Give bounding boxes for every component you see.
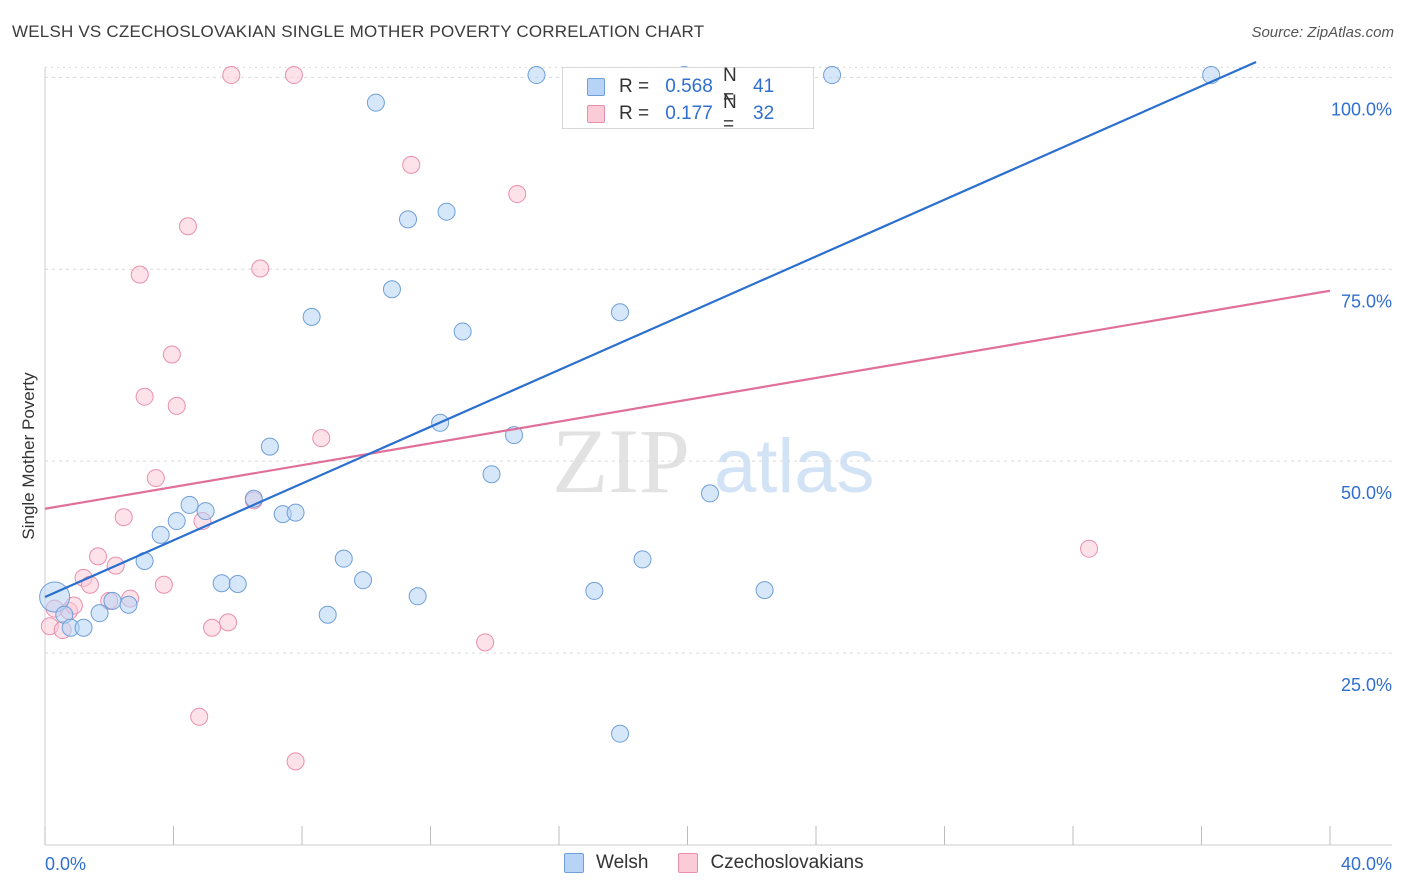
r-label: R = (619, 103, 650, 124)
watermark: ZIP atlas (552, 410, 875, 512)
welsh-point (527, 66, 546, 85)
welsh-trend-line (44, 60, 1257, 599)
series-legend: Welsh Czechoslovakians (564, 852, 894, 874)
czech-point (89, 547, 108, 566)
y-tick-label: 50.0% (1341, 483, 1392, 503)
trend-lines (44, 60, 1331, 599)
welsh-point (119, 595, 138, 614)
legend-row-czech: R = 0.177 N = 32 (587, 92, 775, 135)
czech-point (167, 396, 186, 415)
watermark-atlas: atlas (714, 424, 875, 509)
welsh-point (453, 322, 472, 341)
r-value-czech: 0.177 (665, 103, 713, 124)
welsh-point (180, 495, 199, 514)
chart-title: WELSH VS CZECHOSLOVAKIAN SINGLE MOTHER P… (12, 22, 705, 41)
welsh-point (151, 525, 170, 544)
czech-point (312, 429, 331, 448)
y-tick-label: 25.0% (1341, 675, 1392, 695)
y-tick-label: 100.0% (1331, 99, 1392, 119)
n-label: N = (723, 92, 737, 135)
legend-item-welsh[interactable]: Welsh (564, 852, 648, 874)
r-value-welsh: 0.568 (665, 76, 713, 97)
welsh-point (167, 512, 186, 531)
welsh-point (399, 210, 418, 229)
welsh-point (228, 575, 247, 593)
welsh-point (700, 484, 719, 503)
source-credit: Source: ZipAtlas.com (1251, 24, 1394, 41)
welsh-swatch (587, 78, 605, 96)
r-label: R = (619, 76, 650, 97)
czech-point (284, 66, 303, 85)
welsh-point (286, 503, 305, 522)
czech-point (190, 707, 209, 726)
legend-item-czech[interactable]: Czechoslovakians (678, 852, 864, 874)
czech-point (135, 387, 154, 406)
czech-point (286, 752, 305, 771)
czech-point (130, 265, 149, 284)
czech-point (162, 345, 181, 364)
welsh-point (334, 549, 353, 568)
czech-point (402, 155, 421, 174)
czech-legend-swatch (678, 853, 699, 873)
welsh-point (823, 66, 842, 85)
n-value-czech: 32 (753, 103, 775, 124)
czech-point (146, 469, 165, 488)
czech-point (219, 613, 238, 632)
welsh-point (90, 604, 109, 623)
welsh-point (611, 724, 630, 743)
czech-point (1080, 539, 1099, 558)
czech-legend-label: Czechoslovakians (710, 852, 864, 873)
welsh-point (437, 202, 456, 221)
welsh-point (611, 303, 630, 322)
welsh-point (318, 605, 337, 624)
x-tick-label: 40.0% (1341, 854, 1392, 874)
czech-point (222, 66, 241, 85)
welsh-point (260, 437, 279, 456)
y-tick-label: 75.0% (1341, 291, 1392, 311)
czech-point (508, 185, 527, 204)
n-value-welsh: 41 (753, 76, 775, 97)
welsh-point (302, 307, 321, 326)
welsh-point (74, 618, 93, 637)
welsh-points (39, 66, 1221, 743)
x-tick-label: 0.0% (45, 854, 86, 874)
czech-trend-line (44, 289, 1331, 510)
czech-swatch (587, 105, 605, 123)
welsh-point (482, 465, 501, 484)
gridlines (45, 66, 1392, 654)
welsh-point (382, 280, 401, 299)
czech-point (251, 259, 270, 278)
czech-point (476, 633, 495, 652)
czech-point (178, 217, 197, 236)
welsh-point (103, 591, 122, 610)
n-label: N = (723, 65, 737, 108)
welsh-point (408, 587, 427, 606)
welsh-point (196, 502, 215, 521)
welsh-point (633, 550, 652, 569)
welsh-point (354, 571, 373, 590)
welsh-point (755, 581, 774, 600)
welsh-legend-swatch (564, 853, 584, 873)
welsh-point (212, 574, 231, 593)
welsh-point (366, 93, 385, 112)
axes (44, 68, 1392, 846)
welsh-point (585, 581, 604, 600)
legend-row-welsh: R = 0.568 N = 41 (587, 65, 775, 108)
czech-point (203, 618, 222, 637)
y-axis-label: Single Mother Poverty (19, 372, 38, 540)
tick-labels: 25.0% 50.0% 75.0% 100.0% 0.0% 40.0% (45, 99, 1392, 874)
czech-point (154, 575, 173, 594)
czech-point (114, 508, 133, 527)
welsh-legend-label: Welsh (596, 852, 649, 873)
correlation-legend: R = 0.568 N = 41 R = 0.177 N = 32 (562, 65, 814, 135)
